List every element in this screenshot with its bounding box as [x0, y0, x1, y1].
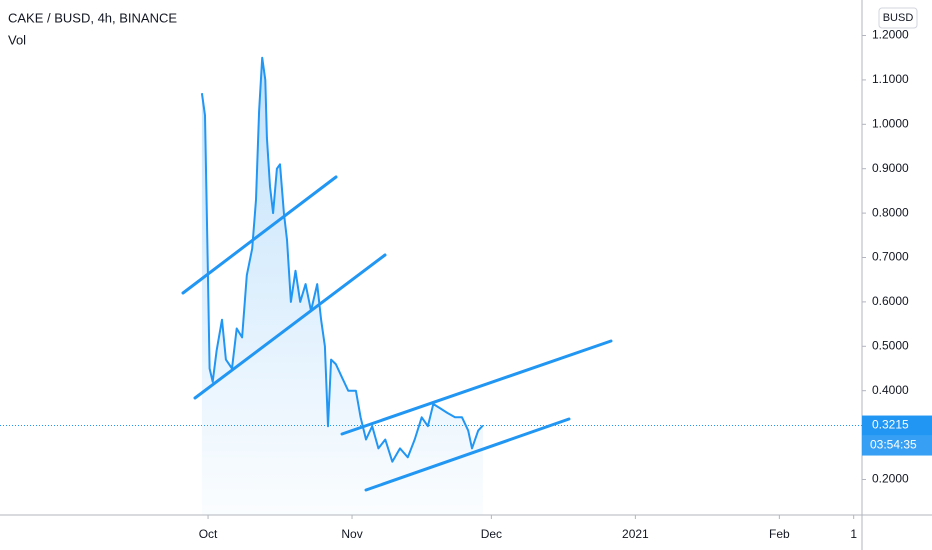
- price-area: [201, 57, 483, 515]
- y-tick-label: 0.9000: [872, 161, 909, 175]
- countdown-label: 03:54:35: [870, 438, 917, 452]
- trend-line: [193, 253, 387, 400]
- y-tick-label: 0.4000: [872, 383, 909, 397]
- y-tick-label: 0.6000: [872, 294, 909, 308]
- currency-button[interactable]: [878, 7, 918, 29]
- y-tick-label: 0.8000: [872, 205, 909, 219]
- volume-label: Vol: [8, 32, 26, 47]
- price-line: [200, 56, 484, 463]
- x-tick-label: 2021: [622, 527, 649, 541]
- y-tick-label: 1.2000: [872, 28, 909, 42]
- y-tick-label: 0.7000: [872, 250, 909, 264]
- x-tick-label: Oct: [199, 527, 218, 541]
- x-tick-label: 1: [850, 527, 857, 541]
- countdown-box: [862, 435, 932, 456]
- trend-lines: [181, 175, 613, 492]
- last-price-box: [862, 415, 932, 436]
- trend-line: [181, 175, 338, 295]
- y-tick-label: 0.5000: [872, 338, 909, 352]
- x-tick-label: Nov: [341, 527, 362, 541]
- last-price-label: 0.3215: [872, 418, 909, 432]
- y-tick-label: 1.0000: [872, 116, 909, 130]
- trend-line: [364, 417, 571, 492]
- plot-area: [200, 56, 484, 515]
- y-tick-label: 0.2000: [872, 472, 909, 486]
- trend-line: [340, 339, 613, 436]
- currency-button-label[interactable]: BUSD: [883, 12, 914, 24]
- x-tick-label: Feb: [769, 527, 790, 541]
- y-tick-label: 1.1000: [872, 72, 909, 86]
- x-tick-label: Dec: [481, 527, 502, 541]
- chart-title: CAKE / BUSD, 4h, BINANCE: [8, 10, 177, 25]
